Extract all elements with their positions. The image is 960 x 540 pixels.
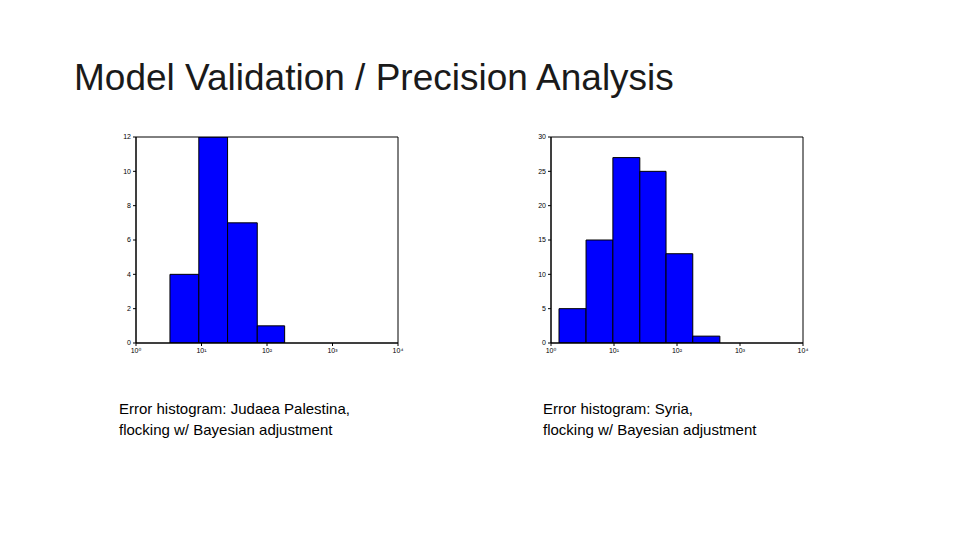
svg-text:20: 20 bbox=[538, 202, 546, 209]
svg-text:0: 0 bbox=[127, 339, 131, 346]
html-text:Error histogram: Judaea Palest: Error histogram: Judaea Palestina, bbox=[119, 400, 350, 417]
svg-text:10: 10 bbox=[538, 271, 546, 278]
svg-text:6: 6 bbox=[127, 236, 131, 243]
svg-text:2: 2 bbox=[127, 305, 131, 312]
svg-text:10⁰: 10⁰ bbox=[546, 347, 557, 354]
svg-text:10²: 10² bbox=[262, 347, 273, 354]
svg-text:4: 4 bbox=[127, 271, 131, 278]
svg-text:10⁴: 10⁴ bbox=[393, 347, 404, 354]
svg-text:12: 12 bbox=[123, 133, 131, 140]
svg-text:10⁰: 10⁰ bbox=[131, 347, 142, 354]
svg-text:10³: 10³ bbox=[735, 347, 746, 354]
svg-text:15: 15 bbox=[538, 236, 546, 243]
svg-text:5: 5 bbox=[542, 305, 546, 312]
svg-text:30: 30 bbox=[538, 133, 546, 140]
html-text:flocking w/ Bayesian adjustmen: flocking w/ Bayesian adjustment bbox=[543, 421, 757, 438]
svg-text:10: 10 bbox=[123, 168, 131, 175]
svg-text:10³: 10³ bbox=[327, 347, 338, 354]
svg-text:10¹: 10¹ bbox=[609, 347, 620, 354]
svg-text:10²: 10² bbox=[672, 347, 683, 354]
svg-text:25: 25 bbox=[538, 168, 546, 175]
svg-text:10¹: 10¹ bbox=[196, 347, 207, 354]
svg-text:10⁴: 10⁴ bbox=[798, 347, 809, 354]
svg-text:8: 8 bbox=[127, 202, 131, 209]
html-text:Model Validation / Precision A: Model Validation / Precision Analysis bbox=[74, 57, 674, 98]
html-text:Error histogram: Syria,: Error histogram: Syria, bbox=[543, 400, 693, 417]
svg-text:0: 0 bbox=[542, 339, 546, 346]
html-text:flocking w/ Bayesian adjustmen: flocking w/ Bayesian adjustment bbox=[119, 421, 333, 438]
